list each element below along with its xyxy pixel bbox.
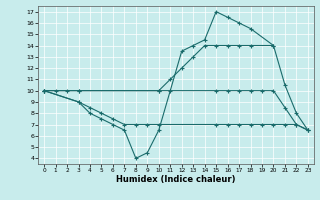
X-axis label: Humidex (Indice chaleur): Humidex (Indice chaleur): [116, 175, 236, 184]
